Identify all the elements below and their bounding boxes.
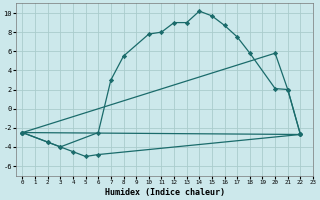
X-axis label: Humidex (Indice chaleur): Humidex (Indice chaleur)	[105, 188, 225, 197]
